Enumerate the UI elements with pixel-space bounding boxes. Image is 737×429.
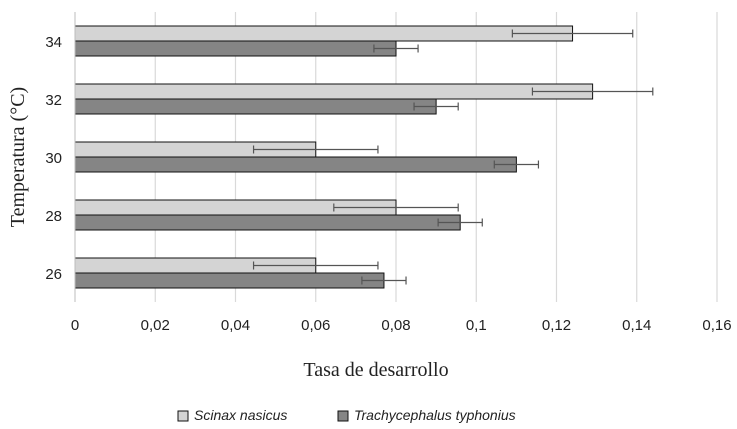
y-tick-label: 34	[45, 34, 62, 51]
x-tick-label: 0,14	[622, 317, 651, 334]
x-axis-title: Tasa de desarrollo	[303, 359, 448, 381]
legend-label: Scinax nasicus	[194, 407, 287, 423]
legend: Scinax nasicus Trachycephalus typhonius	[178, 407, 516, 423]
legend-label: Trachycephalus typhonius	[354, 407, 516, 423]
x-tick-label: 0	[71, 317, 79, 334]
x-tick-label: 0,12	[542, 317, 571, 334]
y-tick-label: 30	[45, 150, 62, 167]
x-tick-labels: 0 0,02 0,04 0,06 0,08 0,1 0,12 0,14 0,16	[71, 317, 732, 334]
x-tick-label: 0,04	[221, 317, 250, 334]
x-tick-label: 0,02	[141, 317, 170, 334]
bars	[75, 26, 593, 288]
bar-trachycephalus-32	[75, 99, 436, 114]
bar-trachycephalus-26	[75, 273, 384, 288]
x-tick-label: 0,1	[466, 317, 487, 334]
x-tick-label: 0,16	[702, 317, 731, 334]
legend-swatch	[338, 411, 348, 421]
y-tick-label: 28	[45, 208, 62, 225]
bar-trachycephalus-30	[75, 157, 516, 172]
bar-scinax-34	[75, 26, 573, 41]
bar-trachycephalus-28	[75, 215, 460, 230]
x-tick-label: 0,06	[301, 317, 330, 334]
y-tick-label: 26	[45, 266, 62, 283]
bar-trachycephalus-34	[75, 41, 396, 56]
y-tick-label: 32	[45, 92, 62, 109]
x-tick-label: 0,08	[381, 317, 410, 334]
legend-swatch	[178, 411, 188, 421]
y-axis-title: Temperatura (°C)	[7, 87, 29, 227]
y-tick-labels: 26 28 30 32 34	[45, 34, 62, 283]
bar-scinax-32	[75, 84, 593, 99]
